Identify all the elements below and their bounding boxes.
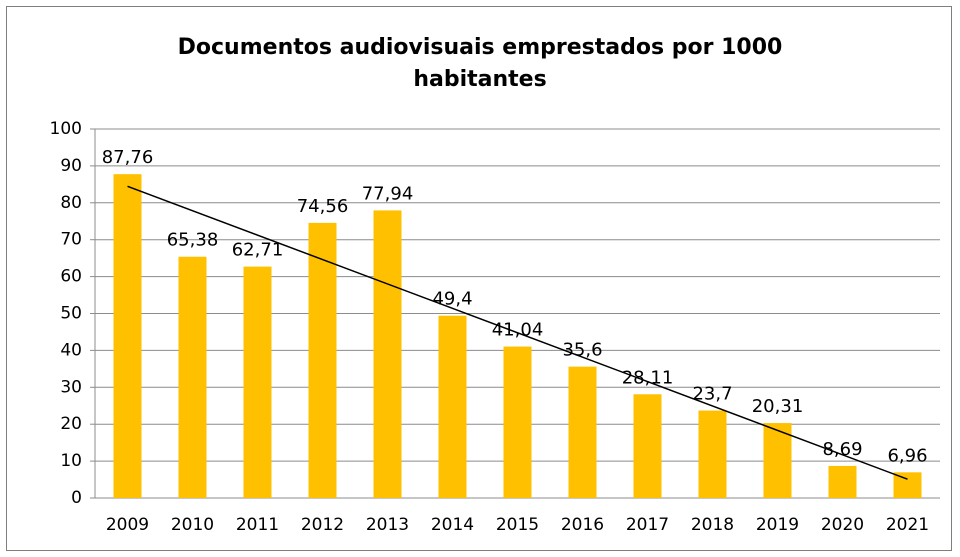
data-label: 23,7 — [692, 384, 732, 405]
x-tick-label: 2016 — [561, 515, 604, 535]
x-tick-label: 2012 — [301, 515, 344, 535]
y-tick-label: 80 — [60, 193, 82, 213]
data-label: 65,38 — [167, 230, 219, 251]
data-label: 62,71 — [232, 240, 284, 261]
x-tick-label: 2018 — [691, 515, 734, 535]
x-tick-label: 2011 — [236, 515, 279, 535]
data-label: 35,6 — [562, 340, 602, 361]
bar — [178, 256, 207, 498]
x-tick-label: 2015 — [496, 515, 539, 535]
x-tick-label: 2017 — [626, 515, 669, 535]
data-label: 77,94 — [362, 183, 414, 204]
chart-frame — [6, 6, 952, 551]
bar — [308, 222, 337, 498]
bar — [828, 465, 857, 498]
bar — [438, 315, 467, 498]
x-tick-label: 2020 — [821, 515, 864, 535]
x-tick-label: 2010 — [171, 515, 214, 535]
y-tick-label: 40 — [60, 340, 82, 360]
y-tick-label: 100 — [50, 119, 82, 139]
bar — [243, 266, 272, 498]
bar — [373, 210, 402, 498]
data-label: 20,31 — [752, 396, 804, 417]
x-tick-label: 2021 — [886, 515, 929, 535]
x-tick-label: 2013 — [366, 515, 409, 535]
data-label: 6,96 — [887, 445, 927, 466]
data-label: 74,56 — [297, 196, 349, 217]
bar — [763, 423, 792, 498]
data-label: 87,76 — [102, 147, 154, 168]
data-label: 41,04 — [492, 320, 544, 341]
data-label: 8,69 — [822, 439, 862, 460]
y-tick-label: 70 — [60, 230, 82, 250]
data-label: 28,11 — [622, 367, 674, 388]
chart-title: Documentos audiovisuais emprestados por … — [177, 35, 783, 92]
y-tick-label: 20 — [60, 414, 82, 434]
bar — [633, 394, 662, 498]
trend-line — [127, 185, 908, 480]
data-label: 49,4 — [432, 289, 472, 310]
x-tick-label: 2009 — [106, 515, 149, 535]
y-tick-label: 50 — [60, 304, 82, 324]
x-tick-label: 2019 — [756, 515, 799, 535]
y-tick-label: 0 — [71, 488, 82, 508]
bar — [568, 366, 597, 498]
y-tick-label: 60 — [60, 267, 82, 287]
y-tick-label: 30 — [60, 377, 82, 397]
bar — [503, 346, 532, 498]
y-tick-label: 90 — [60, 156, 82, 176]
bar — [698, 410, 727, 498]
x-tick-label: 2014 — [431, 515, 474, 535]
bar — [893, 472, 922, 498]
y-tick-label: 10 — [60, 451, 82, 471]
bar — [113, 174, 142, 499]
